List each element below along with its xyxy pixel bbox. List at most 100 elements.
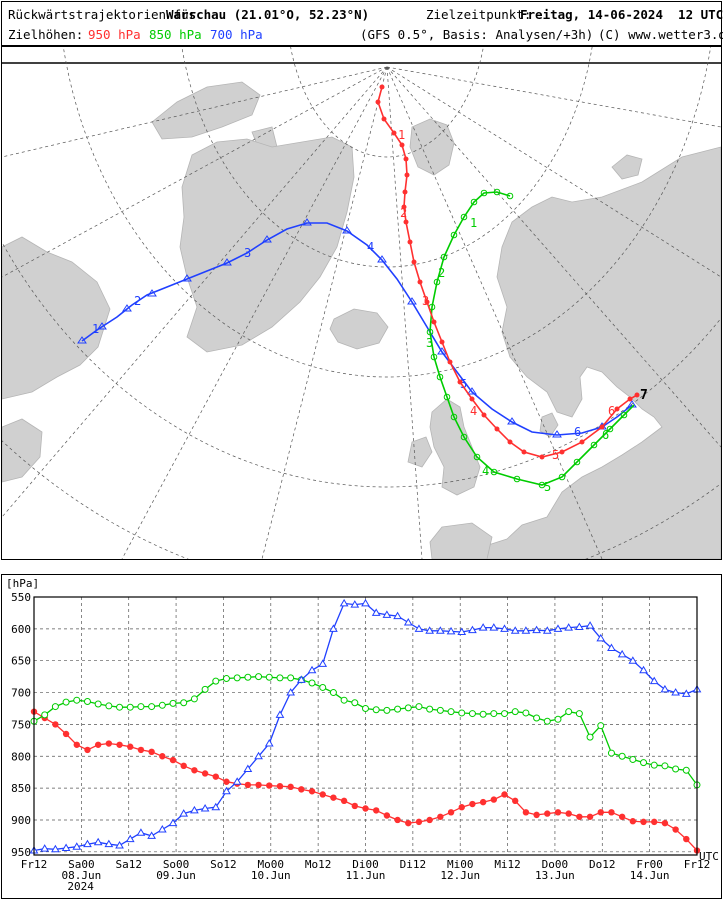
data-point (426, 705, 434, 713)
data-point (51, 703, 59, 711)
target-marker-label: 7 (640, 388, 648, 403)
level-850-label: 850 hPa (149, 27, 202, 42)
data-point (244, 781, 252, 789)
data-point (650, 761, 658, 769)
data-point (543, 717, 551, 725)
data-point (232, 777, 242, 785)
x-date-label: 11.Jun (346, 869, 386, 882)
traj850-label-6: 6 (602, 428, 609, 442)
x-tick-label: Mo12 (305, 858, 332, 871)
data-point (458, 709, 466, 717)
data-point (585, 621, 595, 629)
data-point (414, 624, 424, 632)
x-date-label: 10.Jun (251, 869, 291, 882)
data-point (137, 703, 145, 711)
data-point (394, 705, 402, 713)
data-point (403, 617, 413, 626)
data-point (243, 764, 253, 772)
data-point (393, 611, 402, 620)
data-point (618, 813, 626, 820)
data-point (212, 773, 219, 780)
data-point (544, 810, 551, 817)
y-tick-label: 650 (11, 655, 31, 668)
traj700-label-4: 4 (367, 240, 374, 254)
data-point (361, 598, 370, 607)
data-point (501, 791, 508, 798)
data-point (287, 783, 294, 791)
x-date-label: 13.Jun (535, 869, 575, 882)
trajectory-950: 1 2 3 4 5 6 (375, 84, 640, 462)
data-point (521, 626, 531, 634)
x-unit-label: UTC (699, 850, 719, 863)
data-point (629, 818, 637, 825)
data-point (447, 809, 455, 816)
data-point (436, 706, 444, 714)
copyright: (C) www.wetter3.de (598, 27, 723, 42)
data-point (72, 842, 82, 850)
x-date-label: 12.Jun (440, 869, 480, 882)
data-point (425, 626, 435, 634)
data-point (683, 835, 690, 843)
data-point (125, 834, 135, 843)
data-point (372, 807, 380, 814)
trajectory-map: 1 2 3 4 5 6 1 2 3 4 5 6 (1, 46, 722, 560)
x-tick-label: Mo00 (258, 858, 285, 871)
data-point (371, 608, 381, 616)
data-point (104, 839, 114, 848)
year-label: 2024 (67, 880, 94, 893)
data-point (169, 699, 177, 707)
data-point (617, 649, 627, 658)
data-point (62, 730, 70, 738)
data-point (61, 843, 71, 851)
data-point (190, 695, 198, 703)
data-point (169, 756, 177, 764)
data-point (596, 633, 606, 642)
data-point (127, 743, 134, 750)
level-950-label: 950 hPa (88, 27, 141, 42)
x-date-label: 14.Jun (630, 869, 670, 882)
data-point (222, 786, 231, 795)
data-point (489, 623, 499, 631)
data-point (618, 752, 626, 760)
data-point (671, 688, 680, 696)
plot-frame (33, 596, 698, 856)
data-point (469, 800, 476, 808)
data-point (575, 710, 583, 718)
data-point (307, 665, 317, 674)
data-point (211, 802, 221, 811)
data-point (553, 624, 563, 632)
data-point (682, 766, 690, 774)
data-point (276, 783, 284, 790)
data-point (93, 837, 103, 846)
data-point (522, 709, 530, 717)
traj950-label-4: 4 (470, 404, 477, 418)
data-point (298, 786, 305, 793)
y-tick-label: 800 (11, 750, 31, 763)
data-point (329, 689, 337, 697)
data-point (286, 688, 296, 696)
data-point (319, 683, 327, 691)
data-point (394, 816, 401, 824)
traj950-label-2: 2 (400, 206, 407, 220)
data-point (137, 746, 145, 754)
pressure-chart: [hPa] 550 600 650 700 750 800 850 900 950 Fr12 Sa… (6, 577, 719, 893)
data-point (565, 810, 572, 817)
title-prefix: Rückwärtstrajektorien für (8, 7, 204, 22)
data-point (383, 706, 391, 714)
data-point (148, 703, 156, 711)
y-ticks: 550 600 650 700 750 800 850 900 950 (11, 591, 31, 859)
y-tick-label: 900 (11, 814, 31, 827)
data-point (660, 684, 670, 693)
traj700-label-2: 2 (134, 294, 141, 308)
data-point (40, 844, 50, 852)
data-point (435, 626, 445, 634)
data-point (200, 804, 210, 812)
data-point (266, 782, 273, 789)
data-point (148, 748, 155, 755)
y-tick-label: 700 (11, 687, 31, 700)
traj850-label-5: 5 (544, 480, 551, 494)
data-point (84, 746, 91, 754)
chart-series (29, 598, 702, 854)
data-point (179, 809, 189, 817)
